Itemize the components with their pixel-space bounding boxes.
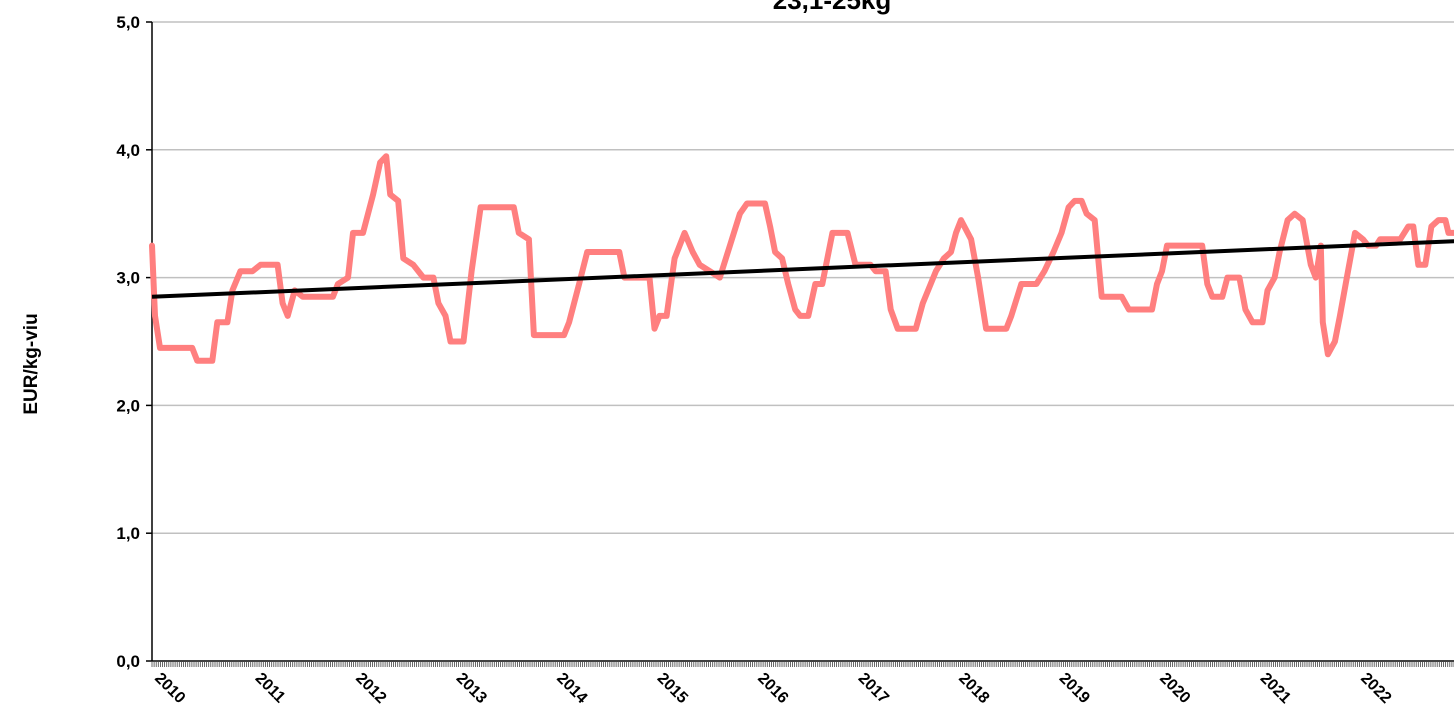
y-tick-label: 5,0 — [116, 13, 140, 32]
x-tick-label: 2011 — [252, 670, 289, 707]
series-lines — [149, 153, 1454, 364]
x-tick-label: 2020 — [1156, 670, 1193, 707]
x-tick-label: 2013 — [453, 670, 490, 707]
x-tick-label: 2010 — [151, 670, 188, 707]
y-tick-label: 0,0 — [116, 652, 140, 671]
x-tick-label: 2019 — [1056, 670, 1093, 707]
x-tick-label: 2021 — [1257, 670, 1294, 707]
x-tick-label: 2022 — [1357, 670, 1394, 707]
y-tick-label: 4,0 — [116, 141, 140, 160]
x-minor-ticks — [151, 661, 1454, 667]
trend-line — [151, 239, 1454, 299]
y-tick-label: 3,0 — [116, 269, 140, 288]
price-line — [149, 153, 1454, 364]
chart-title: 23,1-25kg — [773, 0, 892, 15]
x-tick-label: 2015 — [654, 670, 691, 707]
gridlines — [152, 21, 1454, 534]
y-axis-label: EUR/kg-viu — [21, 313, 42, 414]
y-tick-label: 2,0 — [116, 396, 140, 415]
tick-labels: 0,0 1,0 2,0 3,0 4,0 5,0 2010 2011 2012 2013 2014 20… — [116, 13, 1394, 707]
x-tick-label: 2016 — [754, 670, 791, 707]
y-tick-label: 1,0 — [116, 524, 140, 543]
x-tick-label: 2014 — [553, 670, 590, 707]
x-tick-label: 2012 — [352, 670, 389, 707]
x-tick-label: 2018 — [955, 670, 992, 707]
axes — [146, 21, 1454, 667]
x-tick-label: 2017 — [855, 670, 892, 707]
